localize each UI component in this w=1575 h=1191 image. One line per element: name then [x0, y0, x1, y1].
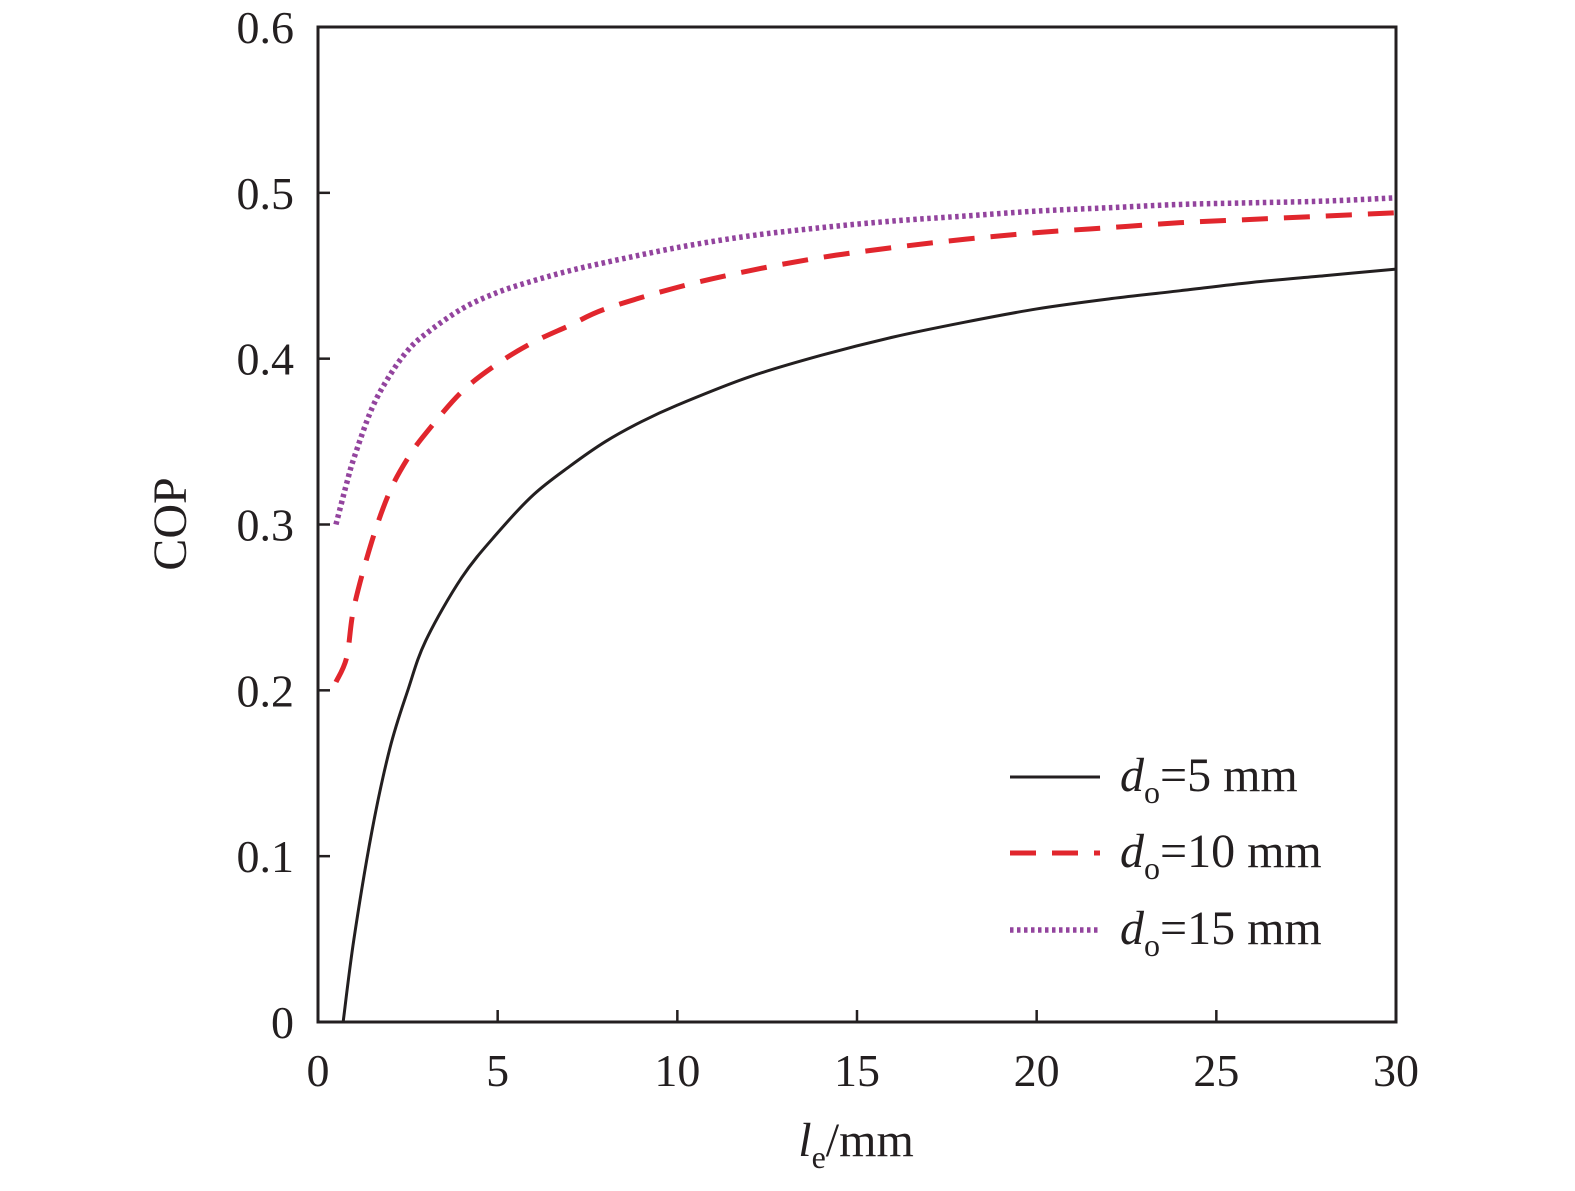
- legend-label-rest: =5 mm: [1160, 749, 1298, 802]
- x-axis: 0 5 10 15 20 25 30: [307, 1010, 1419, 1096]
- x-tick-label: 20: [1014, 1045, 1060, 1096]
- legend-label-rest: =10 mm: [1160, 825, 1322, 878]
- y-axis-label: COP: [144, 477, 197, 570]
- legend-label-var: d: [1120, 902, 1145, 955]
- legend-label-2: do=10 mm: [1120, 825, 1322, 886]
- y-tick-label: 0.3: [237, 500, 295, 551]
- x-axis-label: le/mm: [798, 1114, 914, 1175]
- x-tick-label: 5: [486, 1045, 509, 1096]
- x-axis-label-sub: e: [812, 1139, 826, 1175]
- x-axis-label-rest: /mm: [826, 1114, 914, 1167]
- y-tick-label: 0.4: [237, 334, 295, 385]
- legend-label-sub: o: [1144, 774, 1160, 810]
- series-layer: [333, 195, 1397, 1023]
- legend-label-var: d: [1120, 749, 1145, 802]
- series-line-1: [341, 267, 1397, 1023]
- y-tick-label: 0.2: [237, 665, 295, 716]
- legend-label-1: do=5 mm: [1120, 749, 1298, 810]
- legend-label-3: do=15 mm: [1120, 902, 1322, 963]
- y-tick-label: 0.1: [237, 831, 295, 882]
- legend-label-sub: o: [1144, 850, 1160, 886]
- y-tick-label: 0: [271, 997, 294, 1048]
- x-tick-label: 10: [654, 1045, 700, 1096]
- series-line-2: [333, 210, 1397, 684]
- y-tick-label: 0.6: [237, 2, 295, 53]
- x-tick-label: 25: [1193, 1045, 1239, 1096]
- legend-label-var: d: [1120, 825, 1145, 878]
- x-axis-label-var: l: [798, 1114, 811, 1167]
- x-tick-label: 0: [307, 1045, 330, 1096]
- y-tick-label: 0.5: [237, 168, 295, 219]
- x-tick-label: 30: [1373, 1045, 1419, 1096]
- legend-label-sub: o: [1144, 927, 1160, 963]
- y-axis: 0 0.1 0.2 0.3 0.4 0.5 0.6: [237, 2, 330, 1048]
- series-line-3: [333, 195, 1397, 526]
- x-tick-label: 15: [834, 1045, 880, 1096]
- legend-label-rest: =15 mm: [1160, 902, 1322, 955]
